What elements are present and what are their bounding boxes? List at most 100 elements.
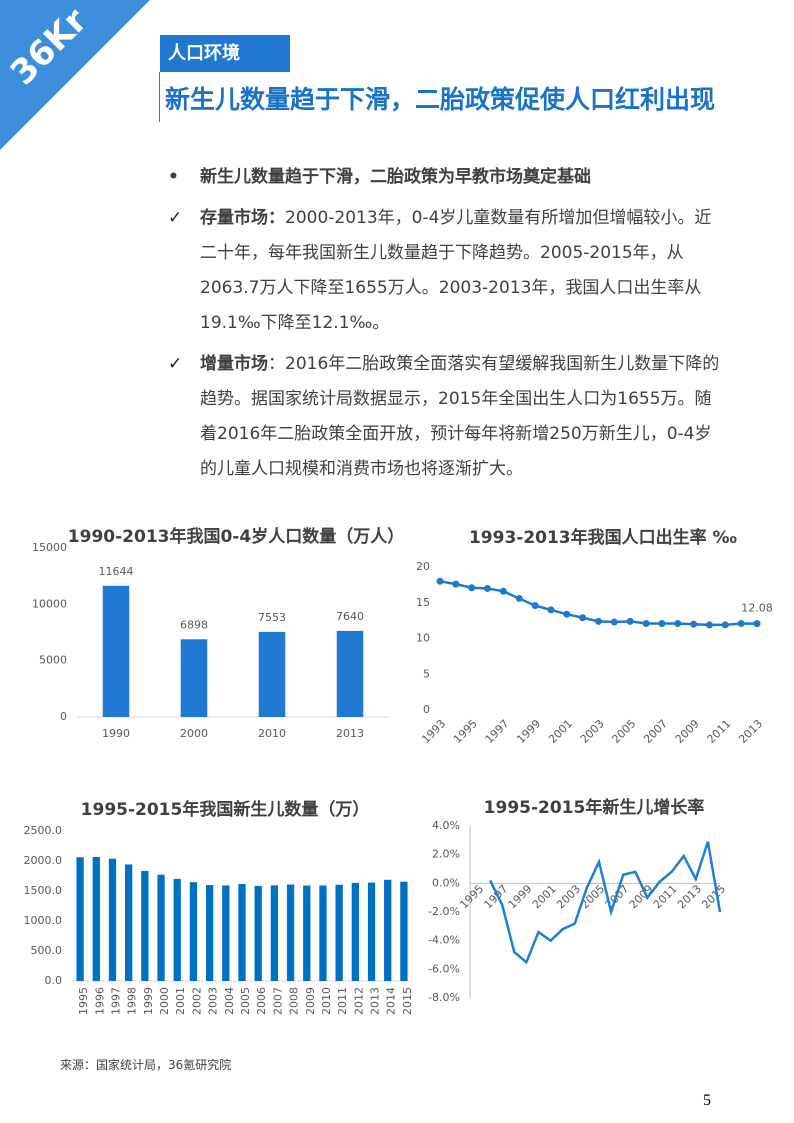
bar: [108, 858, 117, 981]
bullet: 存量市场：2000-2013年，0-4岁儿童数量有所增加但增幅较小。近二十年，每…: [168, 201, 728, 341]
bar: [180, 639, 208, 717]
marker: [515, 594, 523, 602]
x-tick-label: 2013: [675, 882, 704, 911]
x-tick-label: 2013: [369, 987, 382, 1015]
y-tick-label: 500.0: [31, 944, 63, 957]
x-tick-label: 2005: [609, 717, 638, 746]
page-number: 5: [703, 1092, 711, 1109]
y-tick-label: -6.0%: [428, 962, 460, 975]
x-tick-label: 2015: [401, 987, 414, 1015]
x-tick-label: 2003: [578, 717, 607, 746]
marker: [452, 580, 460, 588]
page-title: 新生儿数量趋于下滑，二胎政策促使人口红利出现: [165, 85, 716, 114]
divider: [159, 72, 160, 122]
x-tick-label: 2007: [271, 987, 284, 1015]
x-tick-label: 1995: [451, 717, 480, 746]
y-tick-label: 5: [423, 667, 430, 680]
y-tick-label: 10: [416, 632, 430, 645]
y-tick-label: 0: [423, 703, 430, 716]
bar: [238, 883, 246, 981]
bar: [254, 885, 262, 981]
bar: [303, 885, 311, 981]
bar: [367, 882, 376, 981]
bar: [157, 874, 165, 981]
data-label: 7553: [258, 611, 286, 624]
bar: [205, 885, 214, 981]
x-tick-label: 2009: [673, 717, 702, 746]
x-tick-label: 2011: [705, 717, 734, 746]
bullet-label: 增量市场: [200, 354, 268, 374]
bar: [76, 857, 84, 981]
y-tick-label: 2.0%: [432, 848, 460, 861]
marker: [468, 584, 476, 592]
chart-title: 1995-2015年新生儿增长率: [484, 797, 705, 818]
bar: [270, 885, 279, 981]
x-tick-label: 2004: [223, 987, 236, 1015]
bullet-text: ：2016年二胎政策全面落实有望缓解我国新生儿数量下降的趋势。据国家统计局数据显…: [200, 354, 720, 479]
marker: [626, 617, 634, 625]
bar: [335, 884, 343, 981]
bar: [258, 631, 286, 717]
marker: [610, 618, 618, 626]
marker: [642, 619, 650, 627]
bar: [189, 882, 198, 981]
marker: [563, 610, 571, 618]
x-tick-label: 2003: [207, 987, 220, 1015]
x-tick-label: 2000: [158, 987, 171, 1015]
bar: [336, 630, 364, 717]
x-tick-label: 2013: [736, 717, 765, 746]
y-tick-label: -8.0%: [428, 991, 460, 1004]
x-tick-label: 2001: [530, 882, 559, 911]
y-tick-label: 15000: [32, 541, 67, 554]
y-tick-label: 0.0: [45, 974, 63, 987]
y-tick-label: 1500.0: [24, 884, 63, 897]
data-label: 12.08: [741, 602, 773, 615]
marker: [499, 587, 507, 595]
bar: [222, 885, 230, 981]
y-tick-label: 15: [416, 596, 430, 609]
y-tick-label: 0: [60, 710, 67, 723]
x-tick-label: 1990: [102, 727, 130, 740]
chart-title: 1995-2015年我国新生儿数量（万）: [81, 799, 370, 820]
x-tick-label: 2008: [288, 987, 301, 1015]
marker: [531, 602, 539, 610]
x-tick-label: 2011: [336, 987, 349, 1015]
logo-bg: [0, 0, 150, 150]
x-tick-label: 2012: [352, 987, 365, 1015]
x-tick-label: 2002: [190, 987, 203, 1015]
y-tick-label: 0.0%: [432, 876, 460, 889]
x-tick-label: 2005: [239, 987, 252, 1015]
marker: [705, 621, 713, 629]
marker: [753, 620, 761, 628]
bar: [173, 878, 181, 981]
bar: [400, 881, 408, 981]
x-tick-label: 2007: [641, 717, 670, 746]
x-tick-label: 1997: [109, 987, 122, 1015]
x-tick-label: 2000: [180, 727, 208, 740]
marker: [690, 620, 698, 628]
section-tag: 人口环境: [160, 35, 290, 72]
x-tick-label: 1997: [481, 882, 510, 911]
bar: [319, 885, 327, 981]
x-tick-label: 2001: [174, 987, 187, 1015]
x-tick-label: 2003: [554, 882, 583, 911]
marker: [436, 577, 444, 585]
marker: [674, 619, 682, 627]
y-tick-label: -4.0%: [428, 934, 460, 947]
y-tick-label: 5000: [39, 654, 67, 667]
x-tick-label: 1996: [93, 987, 106, 1015]
x-tick-label: 2014: [385, 987, 398, 1015]
marker: [595, 617, 602, 625]
bar: [384, 879, 392, 981]
bullet-label: 存量市场：: [200, 208, 285, 228]
x-tick-label: 1993: [419, 717, 448, 746]
x-tick-label: 2013: [336, 727, 364, 740]
x-tick-label: 2010: [320, 987, 333, 1015]
x-tick-label: 2015: [699, 882, 728, 911]
y-tick-label: 10000: [32, 597, 67, 610]
marker: [547, 606, 555, 614]
bar: [351, 882, 359, 981]
bar: [102, 585, 130, 717]
bar: [141, 870, 149, 981]
source: 来源：国家统计局，36氪研究院: [60, 1058, 232, 1072]
